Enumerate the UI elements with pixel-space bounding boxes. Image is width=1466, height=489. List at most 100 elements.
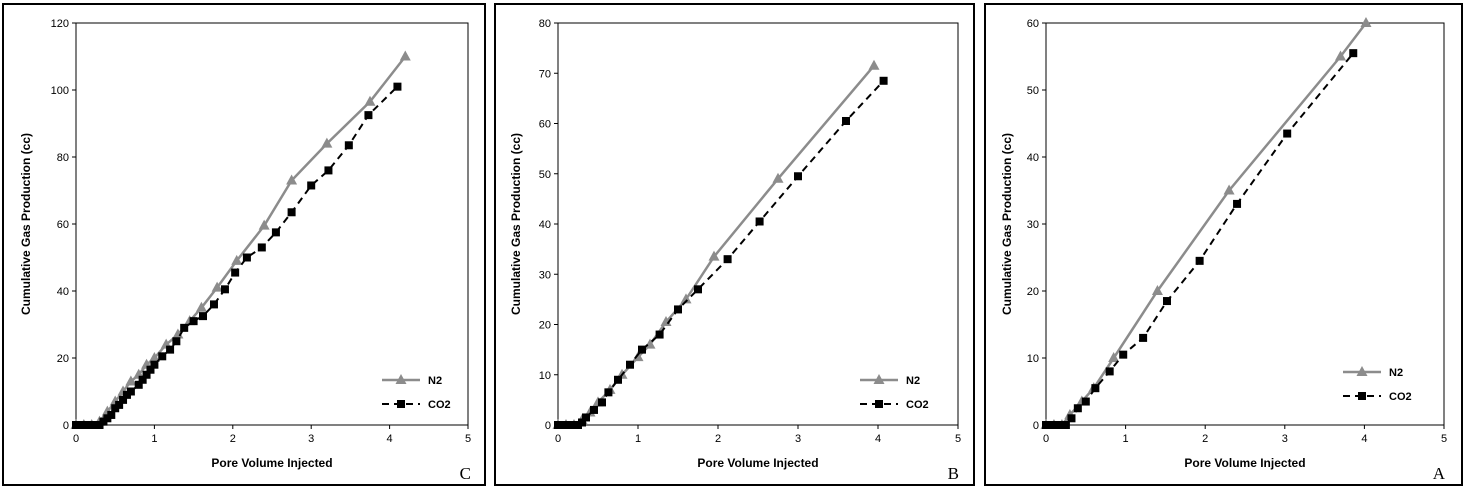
n2-point-marker [868, 59, 880, 70]
legend-marker-n2 [1356, 366, 1368, 376]
n2-point-marker [399, 50, 411, 61]
co2-point-marker [172, 337, 181, 346]
co2-point-marker [879, 76, 888, 85]
x-tick-label: 5 [465, 433, 471, 445]
co2-point-marker [598, 398, 606, 407]
x-tick-label: 3 [795, 433, 801, 445]
co2-point-marker [604, 388, 613, 397]
y-tick-label: 20 [539, 320, 551, 332]
co2-point-marker [582, 413, 590, 422]
y-tick-label: 30 [539, 269, 551, 281]
n2-point-marker [772, 172, 784, 183]
y-tick-label: 0 [63, 420, 69, 432]
x-tick-label: 2 [1202, 433, 1208, 445]
co2-point-marker [614, 375, 622, 384]
co2-point-marker [220, 285, 229, 294]
co2-point-marker [626, 360, 634, 369]
chart-panel-c: 0 20 40 60 80 100 120 0 1 2 3 4 5 Pore Volume Injecte… [2, 3, 486, 486]
n2-point-marker [1108, 352, 1120, 362]
series-line-n2 [1046, 22, 1367, 427]
co2-point-marker [1119, 350, 1128, 359]
co2-point-marker [199, 312, 208, 321]
co2-point-marker [146, 365, 155, 374]
legend-marker-n2 [873, 374, 885, 384]
co2-point-marker [242, 253, 251, 262]
co2-point-marker [158, 352, 167, 361]
legend-marker-co2 [397, 400, 405, 408]
co2-point-marker [138, 375, 147, 384]
co2-point-marker [1067, 414, 1076, 423]
co2-point-marker [578, 418, 586, 427]
co2-point-marker [1349, 49, 1358, 58]
y-tick-label: 0 [1033, 420, 1039, 432]
co2-point-marker [344, 141, 353, 150]
legend-label-co2: CO2 [906, 399, 929, 411]
x-tick-label: 5 [1441, 433, 1447, 445]
n2-point-marker [364, 95, 376, 106]
y-tick-label: 50 [1027, 85, 1039, 97]
co2-point-marker [180, 323, 189, 332]
y-tick-label: 70 [539, 68, 551, 80]
co2-point-marker [142, 370, 151, 379]
x-tick-label: 4 [387, 433, 393, 445]
co2-point-marker [364, 111, 373, 120]
co2-point-marker [1105, 367, 1114, 376]
y-tick-label: 60 [1027, 18, 1039, 30]
co2-point-marker [150, 360, 159, 369]
n2-point-marker [211, 281, 223, 292]
legend-marker-n2 [395, 374, 407, 384]
y-tick-label: 20 [57, 353, 69, 365]
series-line-co2 [1046, 52, 1355, 426]
series-line-n2 [558, 64, 875, 427]
y-tick-label: 40 [1027, 152, 1039, 164]
legend-label-n2: N2 [428, 375, 442, 387]
y-axis-title: Cumulative Gas Production (cc) [509, 133, 523, 315]
y-tick-label: 80 [539, 18, 551, 30]
x-tick-label: 4 [1361, 433, 1367, 445]
co2-point-marker [257, 243, 266, 252]
co2-point-marker [755, 217, 764, 226]
x-tick-label: 4 [875, 433, 881, 445]
y-tick-label: 10 [539, 370, 551, 382]
x-tick-label: 5 [955, 433, 961, 445]
co2-point-marker [638, 345, 646, 354]
co2-point-marker [324, 166, 333, 175]
co2-point-marker [1139, 333, 1148, 342]
legend-marker-co2 [1358, 392, 1366, 400]
co2-point-marker [271, 228, 280, 237]
x-tick-label: 1 [635, 433, 641, 445]
n2-point-marker [680, 293, 692, 304]
series-line-n2 [76, 55, 407, 427]
n2-point-marker [321, 137, 333, 148]
co2-point-marker [1061, 421, 1070, 429]
x-tick-label: 0 [73, 433, 79, 445]
x-tick-label: 1 [1123, 433, 1129, 445]
x-tick-label: 0 [555, 433, 561, 445]
chart-b: 0 10 20 30 40 50 60 70 80 0 1 2 3 4 5 Pore Volume Injec… [509, 18, 961, 483]
co2-point-marker [655, 330, 664, 339]
co2-point-marker [393, 82, 402, 91]
x-tick-label: 2 [230, 433, 236, 445]
y-tick-label: 40 [57, 286, 69, 298]
y-tick-label: 80 [57, 152, 69, 164]
y-tick-label: 40 [539, 219, 551, 231]
co2-point-marker [166, 345, 175, 354]
x-tick-label: 3 [1282, 433, 1288, 445]
n2-point-marker [258, 219, 270, 230]
n2-point-marker [708, 250, 720, 261]
co2-point-marker [1081, 397, 1090, 406]
co2-point-marker [1073, 404, 1082, 413]
co2-point-marker [590, 405, 598, 414]
legend-label-co2: CO2 [1389, 391, 1412, 403]
y-tick-label: 20 [1027, 286, 1039, 298]
n2-point-marker [231, 254, 243, 265]
n2-point-marker [1335, 50, 1347, 61]
co2-point-marker [842, 116, 850, 125]
co2-point-marker [694, 285, 702, 294]
n2-point-marker [172, 328, 184, 339]
n2-point-marker [1223, 184, 1235, 195]
co2-point-marker [126, 387, 135, 396]
co2-point-marker [107, 410, 116, 419]
y-tick-label: 30 [1027, 219, 1039, 231]
y-tick-label: 60 [539, 119, 551, 131]
